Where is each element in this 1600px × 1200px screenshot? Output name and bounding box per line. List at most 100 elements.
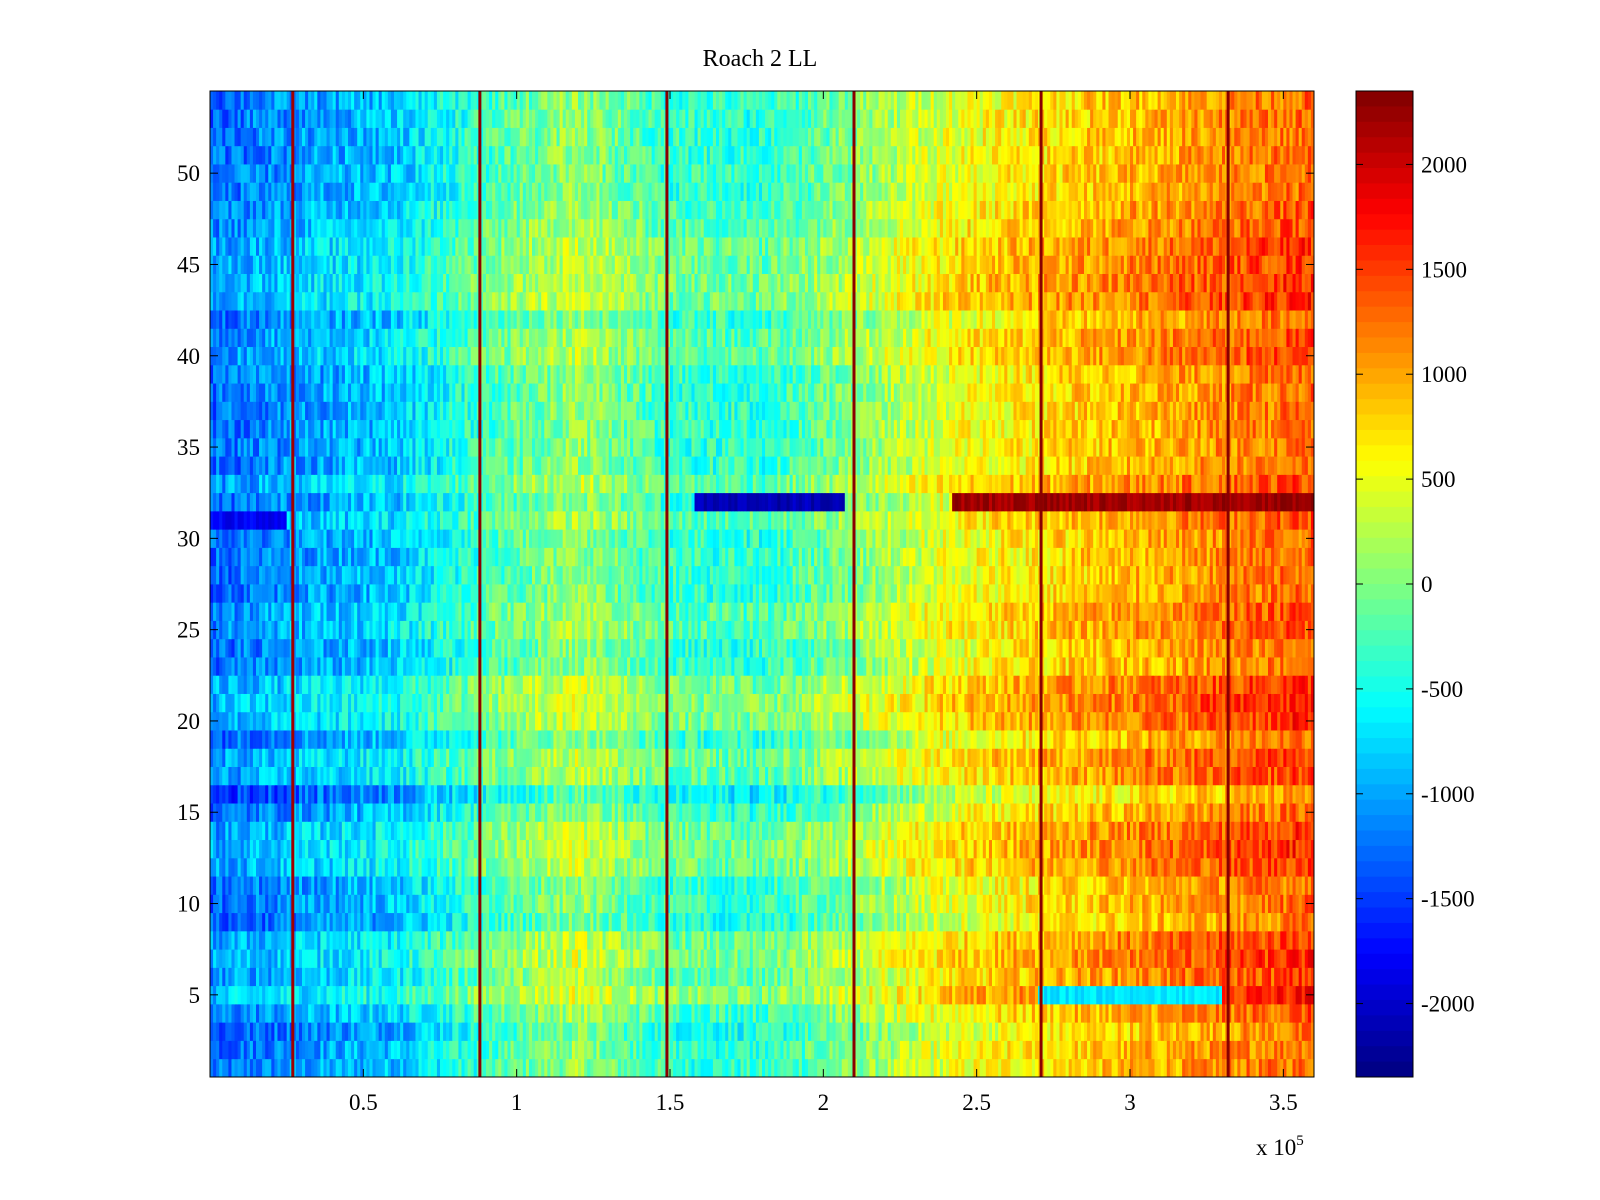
heatmap-cell: [961, 1004, 964, 1023]
heatmap-cell: [532, 876, 535, 895]
heatmap-cell: [1265, 858, 1268, 877]
heatmap-cell: [1112, 1059, 1115, 1078]
heatmap-cell: [526, 821, 529, 840]
heatmap-cell: [747, 986, 750, 1005]
heatmap-cell: [415, 876, 418, 895]
heatmap-cell: [587, 840, 590, 859]
heatmap-cell: [532, 894, 535, 913]
heatmap-cell: [219, 1059, 222, 1078]
heatmap-cell: [633, 986, 636, 1005]
heatmap-cell: [710, 821, 713, 840]
heatmap-cell: [1124, 894, 1127, 913]
heatmap-cell: [744, 913, 747, 932]
heatmap-cell: [1059, 931, 1062, 950]
heatmap-cell: [1093, 840, 1096, 859]
heatmap-cell: [906, 821, 909, 840]
heatmap-cell: [1090, 967, 1093, 986]
heatmap-cell: [931, 913, 934, 932]
heatmap-cell: [1243, 913, 1246, 932]
heatmap-cell: [958, 1022, 961, 1041]
heatmap-cell: [452, 967, 455, 986]
heatmap-cell: [1243, 1059, 1246, 1078]
heatmap-cell: [618, 931, 621, 950]
heatmap-cell: [618, 840, 621, 859]
heatmap-cell: [305, 821, 308, 840]
heatmap-cell: [1004, 1004, 1007, 1023]
heatmap-cell: [308, 913, 311, 932]
heatmap-cell: [688, 894, 691, 913]
heatmap-cell: [1302, 931, 1305, 950]
heatmap-cell: [777, 949, 780, 968]
heatmap-cell: [1185, 840, 1188, 859]
heatmap-cell: [934, 949, 937, 968]
heatmap-cell: [682, 967, 685, 986]
heatmap-cell: [317, 931, 320, 950]
heatmap-cell: [618, 1004, 621, 1023]
heatmap-cell: [1099, 1022, 1102, 1041]
heatmap-cell: [517, 894, 520, 913]
heatmap-cell: [305, 876, 308, 895]
heatmap-cell: [857, 949, 860, 968]
heatmap-cell: [532, 1059, 535, 1078]
heatmap-cell: [504, 1040, 507, 1059]
heatmap-cell: [1105, 840, 1108, 859]
heatmap-cell: [1004, 967, 1007, 986]
heatmap-cell: [606, 840, 609, 859]
heatmap-cell: [342, 894, 345, 913]
heatmap-cell: [213, 931, 216, 950]
heatmap-cell: [599, 1022, 602, 1041]
heatmap-cell: [1035, 949, 1038, 968]
heatmap-cell: [971, 1040, 974, 1059]
heatmap-cell: [839, 840, 842, 859]
heatmap-cell: [636, 931, 639, 950]
heatmap-cell: [820, 913, 823, 932]
heatmap-cell: [974, 1022, 977, 1041]
heatmap-cell: [983, 840, 986, 859]
heatmap-cell: [955, 894, 958, 913]
heatmap-cell: [1053, 931, 1056, 950]
heatmap-cell: [1299, 876, 1302, 895]
heatmap-cell: [492, 1022, 495, 1041]
heatmap-cell: [363, 894, 366, 913]
heatmap-cell: [940, 840, 943, 859]
heatmap-cell: [572, 1059, 575, 1078]
heatmap-cell: [1277, 894, 1280, 913]
heatmap-cell: [474, 986, 477, 1005]
heatmap-cell: [572, 986, 575, 1005]
heatmap-cell: [330, 949, 333, 968]
heatmap-cell: [1271, 949, 1274, 968]
heatmap-cell: [1256, 858, 1259, 877]
heatmap-cell: [376, 858, 379, 877]
heatmap-cell: [354, 876, 357, 895]
heatmap-cell: [575, 1059, 578, 1078]
heatmap-cell: [971, 1059, 974, 1078]
heatmap-cell: [501, 986, 504, 1005]
heatmap-cell: [796, 1004, 799, 1023]
heatmap-cell: [274, 1022, 277, 1041]
heatmap-cell: [1256, 894, 1259, 913]
heatmap-cell: [553, 1004, 556, 1023]
heatmap-cell: [1155, 858, 1158, 877]
heatmap-cell: [1013, 894, 1016, 913]
heatmap-cell: [1001, 840, 1004, 859]
heatmap-cell: [575, 1040, 578, 1059]
heatmap-cell: [1289, 1022, 1292, 1041]
heatmap-cell: [514, 1022, 517, 1041]
heatmap-cell: [1293, 931, 1296, 950]
heatmap-cell: [1032, 949, 1035, 968]
heatmap-cell: [351, 1004, 354, 1023]
heatmap-cell: [701, 913, 704, 932]
heatmap-cell: [691, 840, 694, 859]
heatmap-cell: [673, 858, 676, 877]
heatmap-cell: [348, 1040, 351, 1059]
heatmap-cell: [461, 1004, 464, 1023]
heatmap-cell: [1265, 1059, 1268, 1078]
heatmap-cell: [1161, 931, 1164, 950]
heatmap-cell: [826, 949, 829, 968]
heatmap-cell: [388, 894, 391, 913]
heatmap-cell: [1182, 1059, 1185, 1078]
heatmap-cell: [363, 986, 366, 1005]
heatmap-cell: [780, 931, 783, 950]
heatmap-cell: [241, 1004, 244, 1023]
heatmap-cell: [771, 858, 774, 877]
